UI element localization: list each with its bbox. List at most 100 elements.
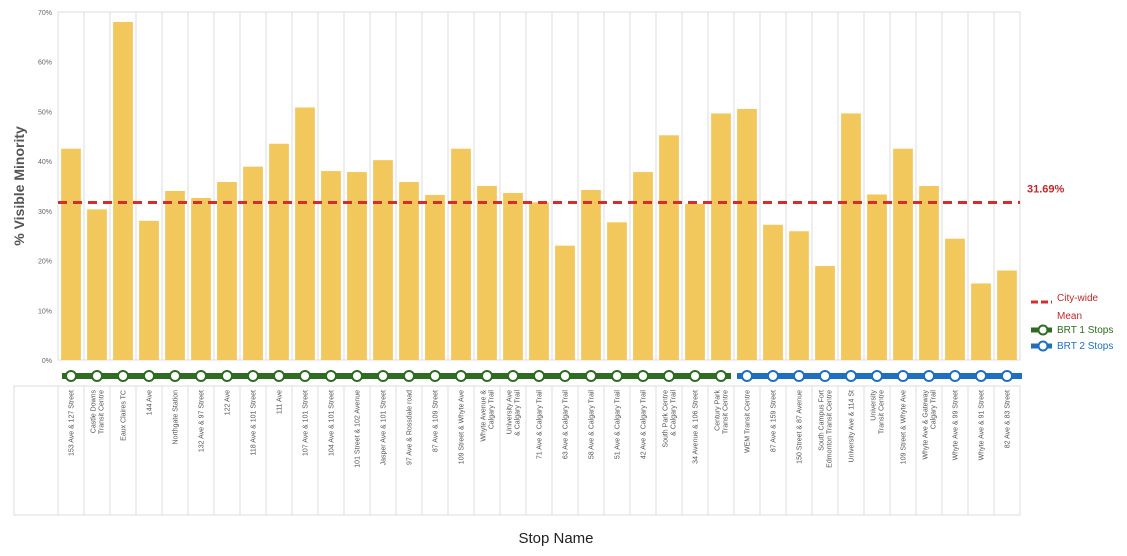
- bar: [243, 166, 263, 360]
- stop-marker: [325, 370, 337, 382]
- stop-marker: [1001, 370, 1013, 382]
- stop-marker: [663, 370, 675, 382]
- x-tick-label: 153 Ave & 127 Street: [69, 390, 76, 456]
- stop-marker: [65, 370, 77, 382]
- stop-marker: [247, 370, 259, 382]
- y-tick-label: 60%: [38, 60, 52, 67]
- stop-marker: [351, 370, 363, 382]
- stop-marker: [715, 370, 727, 382]
- stop-marker: [143, 370, 155, 382]
- bar: [477, 186, 497, 360]
- legend-mean-label: Mean: [1057, 311, 1082, 322]
- bar: [789, 231, 809, 360]
- bar: [685, 203, 705, 360]
- y-tick-label: 70%: [38, 10, 52, 17]
- x-tick-label: WEM Transit Centre: [745, 390, 752, 453]
- y-tick-label: 50%: [38, 109, 52, 116]
- bar: [841, 113, 861, 360]
- bar: [555, 245, 575, 360]
- x-tick-label: 111 Ave: [277, 390, 284, 414]
- stop-marker: [845, 370, 857, 382]
- bar: [61, 148, 81, 360]
- stop-marker: [403, 370, 415, 382]
- x-tick-label: 109 Street & Whyte Ave: [901, 390, 908, 464]
- x-tick-label: Whyte Ave & 99 Street: [953, 390, 960, 460]
- bar: [633, 172, 653, 360]
- bar: [581, 189, 601, 360]
- x-tick-label: 144 Ave: [147, 390, 154, 415]
- stop-marker: [897, 370, 909, 382]
- bar: [919, 186, 939, 360]
- bar: [191, 197, 211, 360]
- bar: [269, 143, 289, 360]
- x-tick-label: 87 Ave & 159 Street: [771, 390, 778, 452]
- x-tick-label: Century ParkTransit Centre: [715, 390, 730, 435]
- y-tick-label: 20%: [38, 259, 52, 266]
- bar: [711, 113, 731, 360]
- stop-marker: [793, 370, 805, 382]
- x-tick-label: South Campus FortEdmonton Transit Centre: [819, 390, 834, 468]
- x-tick-label: 107 Ave & 101 Street: [303, 390, 310, 456]
- x-tick-label: University Ave& Calgary Trail: [507, 390, 522, 436]
- bar: [87, 209, 107, 360]
- bar: [321, 171, 341, 360]
- bar: [867, 194, 887, 360]
- bar: [113, 21, 133, 360]
- x-tick-label: Castle DownsTransit Centre: [91, 390, 106, 435]
- x-tick-label: Northgate Station: [173, 390, 180, 445]
- legend-brt2-label: BRT 2 Stops: [1057, 341, 1113, 352]
- bar: [139, 220, 159, 360]
- mean-label: 31.69%: [1027, 183, 1065, 195]
- legend-mean-label: City-wide: [1057, 293, 1099, 304]
- x-tick-label: 118 Ave & 101 Street: [251, 390, 258, 456]
- x-tick-label: Whyte Avenue &Calgary Trail: [481, 390, 496, 442]
- x-tick-label: 101 Street & 102 Avenue: [355, 390, 362, 468]
- bar: [347, 172, 367, 360]
- x-tick-label: 150 Street & 87 Avenue: [797, 390, 804, 464]
- x-tick-label: 63 Ave & Calgary Trail: [563, 390, 570, 460]
- stop-marker: [689, 370, 701, 382]
- y-tick-label: 10%: [38, 308, 52, 315]
- x-tick-label: 87 Ave & 109 Street: [433, 390, 440, 452]
- bar: [217, 182, 237, 360]
- stop-marker: [741, 370, 753, 382]
- stop-marker: [481, 370, 493, 382]
- x-tick-label: 34 Avenue & 106 Street: [693, 390, 700, 464]
- x-tick-label: 82 Ave & 83 Street: [1005, 390, 1012, 448]
- stop-marker: [429, 370, 441, 382]
- stop-marker: [299, 370, 311, 382]
- stop-marker: [559, 370, 571, 382]
- stop-marker: [767, 370, 779, 382]
- x-tick-label: UniversityTransit Centre: [871, 390, 886, 435]
- stop-marker: [533, 370, 545, 382]
- bar: [503, 192, 523, 360]
- x-tick-label: South Park Centre& Calgary Trail: [663, 390, 678, 448]
- bar: [373, 160, 393, 360]
- legend-brt1-label: BRT 1 Stops: [1057, 325, 1113, 336]
- x-tick-label: Jasper Ave & 101 Street: [381, 390, 388, 465]
- stop-marker: [195, 370, 207, 382]
- legend-brt2-marker: [1037, 340, 1049, 352]
- x-tick-label: University Ave & 114 St: [849, 390, 856, 463]
- stop-marker: [221, 370, 233, 382]
- x-tick-label: 122 Ave: [225, 390, 232, 415]
- x-tick-label: 97 Ave & Rossdale road: [407, 390, 414, 465]
- x-tick-label: 109 Street & Whyte Ave: [459, 390, 466, 464]
- x-tick-label: 42 Ave & Calgary Trail: [641, 390, 648, 460]
- legend-brt1-marker: [1037, 324, 1049, 336]
- x-tick-label: 58 Ave & Calgary Trail: [589, 390, 596, 460]
- stop-marker: [507, 370, 519, 382]
- stop-marker: [975, 370, 987, 382]
- y-tick-label: 40%: [38, 159, 52, 166]
- x-tick-label: 51 Ave & Calgary Trail: [615, 390, 622, 460]
- bar: [425, 194, 445, 360]
- stop-marker: [91, 370, 103, 382]
- x-tick-label: Whyte Ave & 91 Street: [979, 390, 986, 460]
- bar: [451, 148, 471, 360]
- bar: [971, 283, 991, 360]
- stop-marker: [923, 370, 935, 382]
- label-frame: [13, 385, 1021, 516]
- stop-marker: [585, 370, 597, 382]
- y-axis-label: % Visible Minority: [11, 126, 27, 246]
